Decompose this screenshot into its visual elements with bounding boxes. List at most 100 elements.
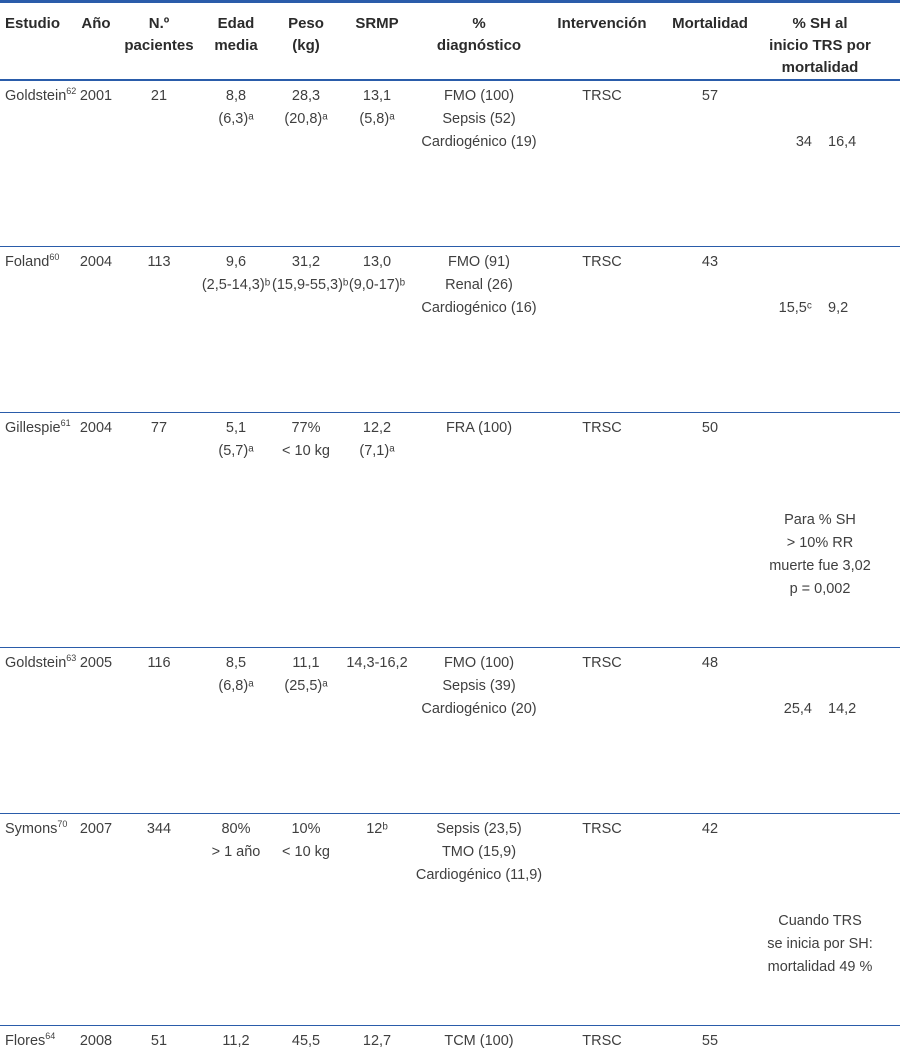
cell-year: 2001 [74, 80, 118, 247]
cell-study: Goldstein62 [0, 80, 74, 247]
table-row: Gillespie61 2004 77 5,1 (5,7)ᵃ 77% < 10 … [0, 413, 900, 648]
cell-srmp: 13,0 (9,0-17)ᵇ [340, 247, 414, 413]
header-ano: Año [74, 2, 118, 81]
sh-pair: 15,5ᶜ 9,2 [760, 297, 880, 320]
header-diagnostico: % diagnóstico [414, 2, 544, 81]
cell-age: 9,6 (2,5-14,3)ᵇ [200, 247, 272, 413]
sh-note: Para % SH > 10% RR muerte fue 3,02 p = 0… [760, 509, 880, 601]
cell-n-patients: 77 [118, 413, 200, 648]
cell-srmp: 12ᵇ [340, 814, 414, 1026]
cell-intervention: TRSC [544, 1026, 660, 1054]
cell-srmp: 12,2 (7,1)ᵃ [340, 413, 414, 648]
study-ref-superscript: 61 [61, 418, 71, 428]
study-name: Foland [5, 254, 49, 270]
study-ref-superscript: 63 [66, 653, 76, 663]
header-peso: Peso (kg) [272, 2, 340, 81]
cell-weight: 45,5 (6,1)ᵃ [272, 1026, 340, 1054]
cell-age: 5,1 (5,7)ᵃ [200, 413, 272, 648]
cell-study: Symons70 [0, 814, 74, 1026]
sh-mortality: 16,4 [828, 131, 880, 154]
cell-intervention: TRSC [544, 247, 660, 413]
sh-pair: 25,4 14,2 [760, 698, 880, 721]
cell-n-patients: 113 [118, 247, 200, 413]
header-n-pacientes: N.º pacientes [118, 2, 200, 81]
cell-weight: 10% < 10 kg [272, 814, 340, 1026]
cell-intervention: TRSC [544, 814, 660, 1026]
cell-diagnosis: FMO (91) Renal (26) Cardiogénico (16) [414, 247, 544, 413]
cell-n-patients: 116 [118, 648, 200, 814]
cell-year: 2004 [74, 247, 118, 413]
cell-mortality: 57 [660, 80, 760, 247]
study-ref-superscript: 64 [45, 1031, 55, 1041]
cell-diagnosis: Sepsis (23,5) TMO (15,9) Cardiogénico (1… [414, 814, 544, 1026]
cell-study: Foland60 [0, 247, 74, 413]
cell-srmp: 12,7 (0,9)ᵃ [340, 1026, 414, 1054]
cell-intervention: TRSC [544, 648, 660, 814]
cell-age: 80% > 1 año [200, 814, 272, 1026]
cell-mortality: 55 [660, 1026, 760, 1054]
cell-intervention: TRSC [544, 413, 660, 648]
sh-percent: 34 [760, 131, 812, 154]
table-row: Symons70 2007 344 80% > 1 año 10% < 10 k… [0, 814, 900, 1026]
cell-year: 2008 [74, 1026, 118, 1054]
header-sh-trs: % SH al inicio TRS por mortalidad [760, 2, 900, 81]
cell-mortality: 48 [660, 648, 760, 814]
cell-age: 8,8 (6,3)ᵃ [200, 80, 272, 247]
table-row: Flores64 2008 51 11,2 (0,9)ᵃ 45,5 (6,1)ᵃ… [0, 1026, 900, 1054]
study-name: Gillespie [5, 420, 61, 436]
cell-sh-trs: 25,4 14,2 [760, 648, 900, 814]
study-ref-superscript: 60 [49, 252, 59, 262]
study-ref-superscript: 62 [66, 86, 76, 96]
cell-year: 2004 [74, 413, 118, 648]
cell-diagnosis: FMO (100) Sepsis (52) Cardiogénico (19) [414, 80, 544, 247]
cell-weight: 28,3 (20,8)ᵃ [272, 80, 340, 247]
cell-intervention: TRSC [544, 80, 660, 247]
sh-note: Cuando TRS se inicia por SH: mortalidad … [760, 910, 880, 979]
study-name: Goldstein [5, 88, 66, 104]
cell-mortality: 43 [660, 247, 760, 413]
header-mortalidad: Mortalidad [660, 2, 760, 81]
cell-srmp: 14,3-16,2 [340, 648, 414, 814]
header-row: Estudio Año N.º pacientes Edad media Pes… [0, 2, 900, 81]
sh-percent: 15,5ᶜ [760, 297, 812, 320]
sh-mortality: 9,2 [828, 297, 880, 320]
study-name: Goldstein [5, 655, 66, 671]
cell-mortality: 42 [660, 814, 760, 1026]
cell-weight: 31,2 (15,9-55,3)ᵇ [272, 247, 340, 413]
cell-n-patients: 21 [118, 80, 200, 247]
cell-diagnosis: TCM (100) [414, 1026, 544, 1054]
table-row: Goldstein62 2001 21 8,8 (6,3)ᵃ 28,3 (20,… [0, 80, 900, 247]
cell-study: Goldstein63 [0, 648, 74, 814]
cell-study: Flores64 [0, 1026, 74, 1054]
header-estudio: Estudio [0, 2, 74, 81]
cell-mortality: 50 [660, 413, 760, 648]
table-row: Foland60 2004 113 9,6 (2,5-14,3)ᵇ 31,2 (… [0, 247, 900, 413]
sh-mortality: 14,2 [828, 698, 880, 721]
cell-sh-trs: 13,90,6 [760, 1026, 900, 1054]
cell-n-patients: 344 [118, 814, 200, 1026]
cell-diagnosis: FRA (100) [414, 413, 544, 648]
cell-sh-trs: Para % SH > 10% RR muerte fue 3,02 p = 0… [760, 413, 900, 648]
cell-year: 2007 [74, 814, 118, 1026]
sh-percent: 25,4 [760, 698, 812, 721]
study-ref-superscript: 70 [57, 819, 67, 829]
sh-pair: 34 16,4 [760, 131, 880, 154]
cell-age: 8,5 (6,8)ᵃ [200, 648, 272, 814]
cell-sh-trs: Cuando TRS se inicia por SH: mortalidad … [760, 814, 900, 1026]
cell-sh-trs: 34 16,4 [760, 80, 900, 247]
header-srmp: SRMP [340, 2, 414, 81]
cell-srmp: 13,1 (5,8)ᵃ [340, 80, 414, 247]
cell-diagnosis: FMO (100) Sepsis (39) Cardiogénico (20) [414, 648, 544, 814]
table-row: Goldstein63 2005 116 8,5 (6,8)ᵃ 11,1 (25… [0, 648, 900, 814]
study-name: Flores [5, 1033, 45, 1049]
cell-weight: 77% < 10 kg [272, 413, 340, 648]
cell-age: 11,2 (0,9)ᵃ [200, 1026, 272, 1054]
cell-study: Gillespie61 [0, 413, 74, 648]
header-intervencion: Intervención [544, 2, 660, 81]
cell-weight: 11,1 (25,5)ᵃ [272, 648, 340, 814]
study-name: Symons [5, 821, 57, 837]
cell-n-patients: 51 [118, 1026, 200, 1054]
cell-year: 2005 [74, 648, 118, 814]
cell-sh-trs: 15,5ᶜ 9,2 [760, 247, 900, 413]
